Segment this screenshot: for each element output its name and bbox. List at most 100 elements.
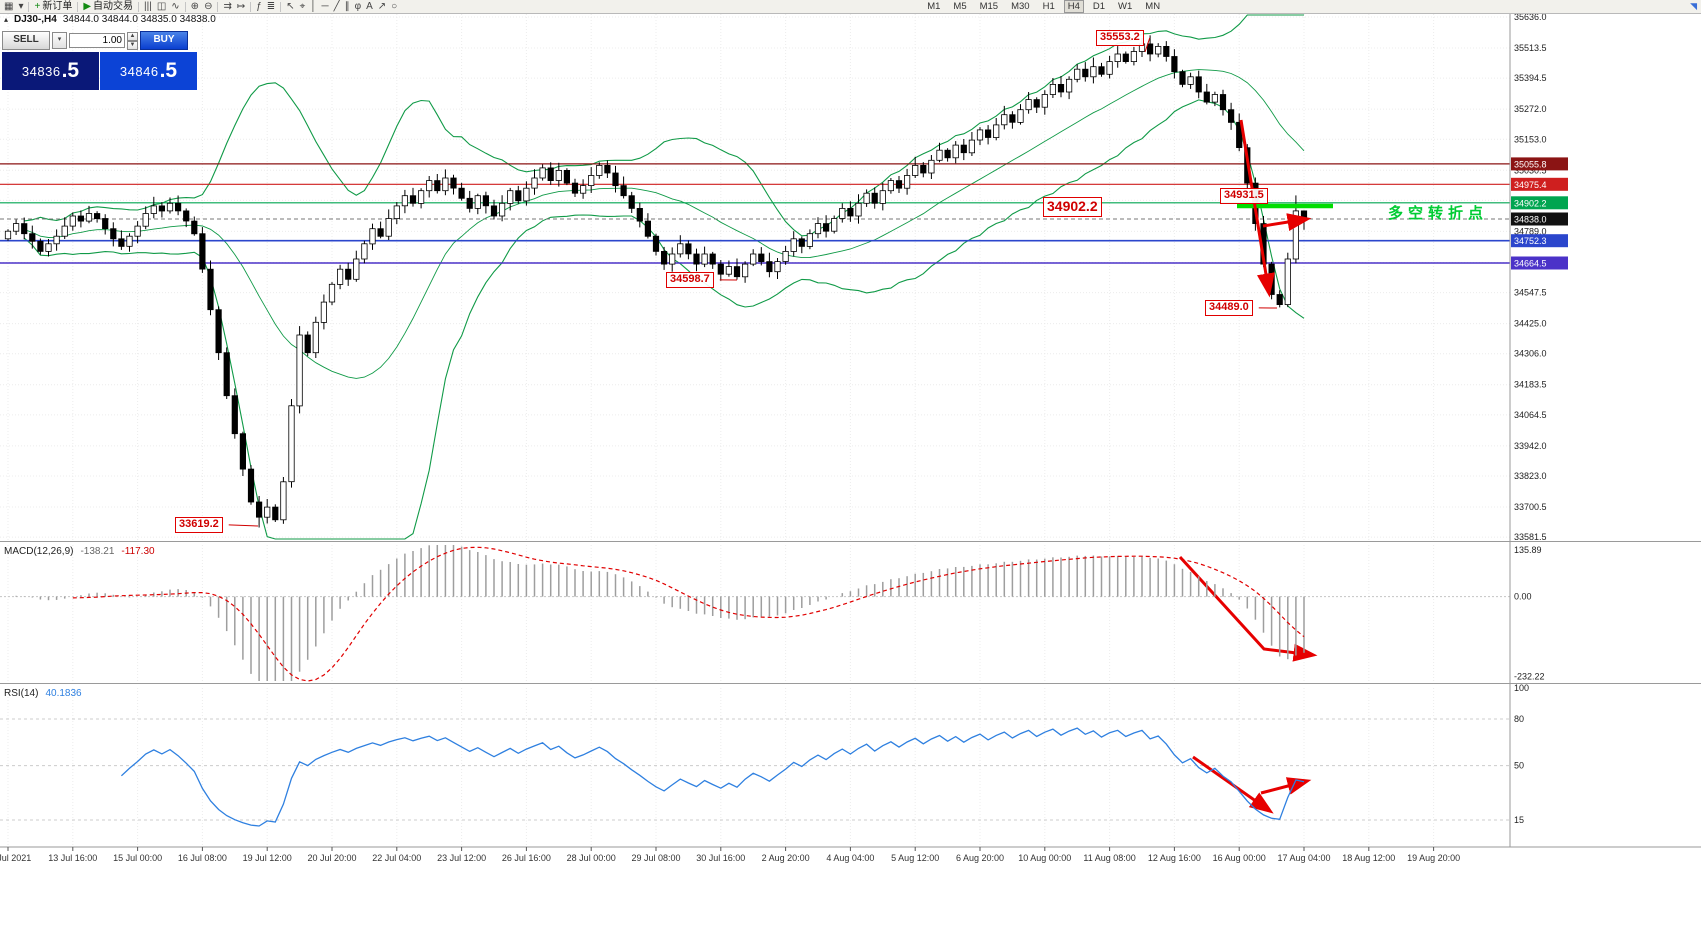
volume-input[interactable] [69,33,125,48]
price-axis-tick: 35394.5 [1514,73,1547,83]
crosshair-icon[interactable]: ⌖ [299,1,306,12]
volume-down-icon[interactable]: ▼ [127,40,138,50]
candle-body [45,243,52,252]
line-chart-icon[interactable]: ∿ [171,1,180,12]
macd-signal-line [72,546,1305,682]
price-annotation[interactable]: 34489.0 [1205,300,1253,316]
timeframe-button-d1[interactable]: D1 [1092,1,1106,12]
price-annotation[interactable]: 34902.2 [1043,197,1102,217]
vertical-line-icon[interactable]: │ [310,1,317,12]
candle-body [1098,66,1105,75]
candle-body [264,506,271,518]
candle-body [490,205,498,217]
bid-price-button[interactable]: 34836 .5 [2,52,99,90]
candle-body [1122,53,1129,62]
time-axis-label: 23 Jul 12:00 [437,853,486,863]
chart-info-line: ▴ DJ30-,H4 34844.0 34844.0 34835.0 34838… [4,14,216,25]
red-trend-arrow[interactable] [1260,777,1312,795]
time-axis-label: 16 Jul 08:00 [178,853,227,863]
volume-stepper[interactable]: ▲ ▼ [127,31,138,50]
red-trend-arrow[interactable] [1192,755,1274,814]
candle-body [693,253,700,265]
profiles-icon[interactable]: ▾ [18,1,24,12]
horizontal-line-icon[interactable]: ─ [321,1,329,12]
zoom-out-icon[interactable]: ⊖ [204,1,213,12]
time-axis-label: 29 Jul 08:00 [631,853,680,863]
candle-body [750,253,757,265]
text-icon[interactable]: A [366,1,373,12]
candle-body [215,309,222,354]
candlestick-chart-icon[interactable]: ◫ [156,1,167,12]
price-annotation[interactable]: 34931.5 [1220,188,1268,204]
candle-body [685,243,692,255]
candle-body [733,266,741,278]
candle-body [515,190,522,202]
toolbar-overflow-icon[interactable]: ◥ [1690,1,1698,11]
candle-body [1171,56,1178,73]
candle-body [701,253,708,265]
auto-scroll-icon[interactable]: ⇉ [223,1,232,12]
timeframe-button-h4[interactable]: H4 [1063,0,1084,13]
time-axis-label: 19 Jul 12:00 [243,853,292,863]
time-axis-label: 17 Aug 04:00 [1277,853,1330,863]
price-annotation[interactable]: 35553.2 [1096,30,1144,46]
bull-bear-turning-point-note[interactable]: 多空转折点 [1388,205,1489,222]
zoom-in-icon[interactable]: ⊕ [190,1,200,12]
candle-body [69,215,76,227]
one-click-collapse-icon[interactable]: ▴ [4,15,9,24]
price-annotation[interactable]: 34598.7 [666,272,714,288]
sell-button[interactable]: SELL [2,31,50,50]
candle-body [855,202,862,217]
candle-body [102,218,109,230]
trendline-icon[interactable]: ╱ [333,1,340,12]
cursor-icon[interactable]: ↖ [286,1,295,12]
timeframe-button-m30[interactable]: M30 [1011,1,1030,12]
annotation-leader-line [228,524,259,527]
rsi-indicator-label: RSI(14) 40.1836 [4,688,82,699]
candle-body [458,187,465,199]
timeframe-button-m1[interactable]: M1 [927,1,941,12]
red-trend-arrow[interactable] [1239,119,1275,298]
shapes-icon[interactable]: ○ [391,1,398,12]
arrows-icon[interactable]: ↗ [377,1,387,12]
objects-list-icon[interactable]: ≣ [266,1,276,12]
rsi-scale-label: 80 [1514,714,1524,724]
candle-body [1057,84,1065,93]
bollinger-upper-band [24,14,1304,237]
channel-icon[interactable]: ∥ [344,1,350,12]
candle-body [4,230,12,240]
ask-price-button[interactable]: 34846 .5 [100,52,197,90]
new-chart-icon[interactable]: ▦ [4,1,14,12]
price-axis-label: 34838.0 [1514,215,1547,225]
price-axis-tick: 35272.0 [1514,104,1547,114]
new-order-button[interactable]: + 新订单 [34,1,73,12]
candle-body [304,334,311,354]
price-annotation[interactable]: 33619.2 [175,517,223,533]
bar-chart-icon[interactable]: ||| [144,1,152,12]
candle-body [110,228,117,240]
timeframe-button-h1[interactable]: H1 [1042,1,1055,12]
volume-dropdown-icon[interactable]: ▾ [52,32,67,49]
candle-body [1284,258,1291,305]
candle-body [620,185,627,197]
fibonacci-icon[interactable]: φ [354,1,362,12]
candle-body [345,268,352,280]
buy-button[interactable]: BUY [140,31,188,50]
red-trend-arrow[interactable] [1178,555,1318,662]
candle-body [174,202,182,212]
candle-body [531,177,538,189]
timeframe-button-m15[interactable]: M15 [979,1,999,12]
chart-shift-icon[interactable]: ↦ [236,1,246,12]
indicators-icon[interactable]: ƒ [256,1,262,12]
timeframe-button-m5[interactable]: M5 [953,1,967,12]
toolbar: ▦ ▾ + 新订单 ▶ 自动交易 ||| ◫ ∿ ⊕ ⊖ ⇉ ↦ ƒ ≣ ↖ ⌖ │ ─ ╱ ∥ φ A ↗ ○ M1 M5 M15 M… [0,0,1701,14]
timeframe-button-w1[interactable]: W1 [1118,1,1133,12]
candle-body [1114,53,1121,62]
candle-body [434,180,441,192]
red-trend-arrow[interactable] [1262,213,1312,231]
macd-scale-label: 0.00 [1514,592,1532,602]
candle-body [482,195,490,207]
volume-up-icon[interactable]: ▲ [127,31,138,41]
timeframe-button-mn[interactable]: MN [1145,1,1161,12]
auto-trading-button[interactable]: ▶ 自动交易 [83,1,134,12]
